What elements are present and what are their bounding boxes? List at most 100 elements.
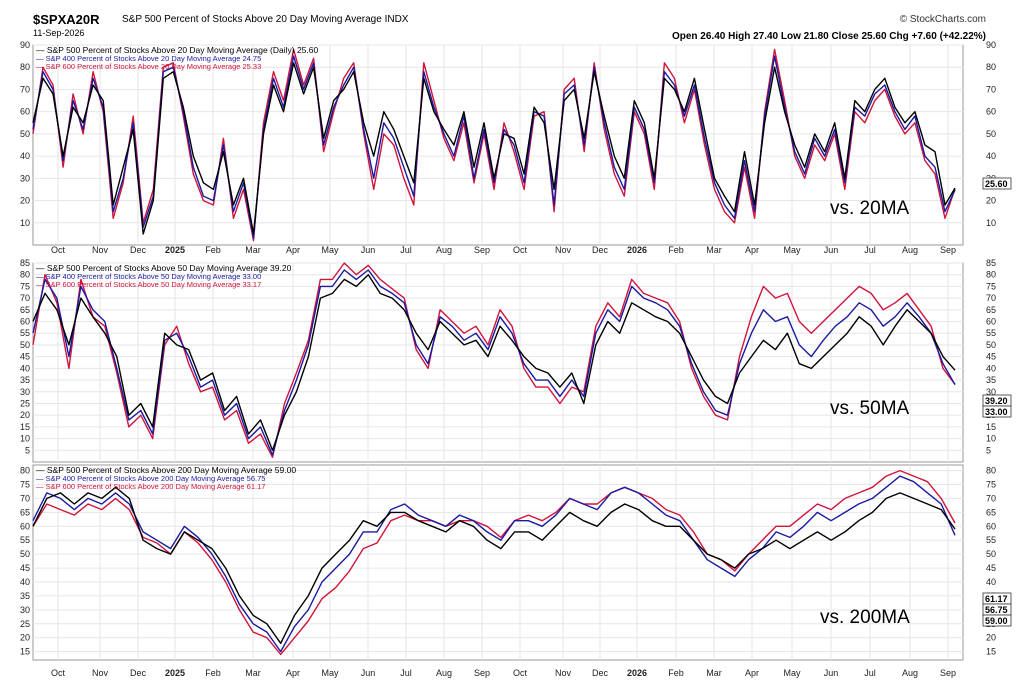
y-tick-label-right: 90 — [986, 40, 996, 50]
x-tick-label: Sep — [474, 245, 490, 255]
y-tick-label-right: 55 — [986, 535, 996, 545]
last-value-box — [982, 405, 1012, 418]
y-tick-label-left: 70 — [20, 293, 30, 303]
x-tick-label: Dec — [130, 668, 147, 678]
x-tick-label: Nov — [555, 668, 572, 678]
y-tick-label-right: 70 — [986, 493, 996, 503]
y-tick-label-right: 15 — [986, 647, 996, 657]
x-tick-label: Sep — [940, 668, 956, 678]
legend-entry: — S&P 400 Percent of Stocks Above 20 Day… — [36, 54, 261, 63]
y-tick-label-right: 85 — [986, 258, 996, 268]
y-tick-label-right: 15 — [986, 422, 996, 432]
y-tick-label-right: 40 — [986, 151, 996, 161]
x-tick-label: Mar — [706, 245, 722, 255]
last-value-box — [982, 177, 1012, 190]
y-tick-label-left: 25 — [20, 398, 30, 408]
y-tick-label-right: 65 — [986, 507, 996, 517]
y-tick-label-left: 25 — [20, 619, 30, 629]
panel-frame — [32, 44, 964, 246]
x-tick-label: 2026 — [627, 245, 647, 255]
y-tick-label-left: 20 — [20, 410, 30, 420]
y-tick-label-left: 80 — [20, 466, 30, 476]
y-tick-label-left: 20 — [20, 196, 30, 206]
series-line-0 — [32, 486, 956, 644]
y-tick-label-left: 30 — [20, 173, 30, 183]
y-tick-label-left: 40 — [20, 577, 30, 587]
x-tick-label: Nov — [92, 245, 109, 255]
y-tick-label-left: 15 — [20, 422, 30, 432]
y-tick-label-left: 60 — [20, 107, 30, 117]
ohlc-readout: Open 26.40 High 27.40 Low 21.80 Close 25… — [671, 31, 986, 42]
y-tick-label-left: 10 — [20, 218, 30, 228]
y-tick-label-left: 10 — [20, 434, 30, 444]
x-tick-label: May — [321, 245, 339, 255]
y-tick-label-left: 50 — [20, 549, 30, 559]
y-tick-label-left: 65 — [20, 305, 30, 315]
series-line-1 — [32, 475, 956, 653]
symbol-label: $SPXA20R — [33, 12, 100, 27]
x-tick-label: 2026 — [627, 668, 647, 678]
last-value-label: 61.17 — [985, 594, 1008, 604]
last-value-label: 56.75 — [985, 605, 1008, 615]
series-line-0 — [32, 62, 956, 235]
y-tick-label-right: 75 — [986, 480, 996, 490]
y-tick-label-right: 20 — [986, 633, 996, 643]
y-tick-label-left: 55 — [20, 535, 30, 545]
x-tick-label: Jun — [824, 245, 839, 255]
chart-header: $SPXA20R S&P 500 Percent of Stocks Above… — [0, 0, 1024, 44]
x-tick-label: Aug — [436, 668, 452, 678]
y-tick-label-right: 45 — [986, 563, 996, 573]
y-tick-label-left: 75 — [20, 281, 30, 291]
y-tick-label-right: 50 — [986, 549, 996, 559]
y-tick-label-left: 40 — [20, 363, 30, 373]
y-tick-label-right: 5 — [986, 445, 991, 455]
x-tick-label: Jul — [864, 668, 876, 678]
series-line-0 — [32, 274, 956, 451]
x-tick-label: Oct — [51, 668, 66, 678]
y-tick-label-right: 60 — [986, 521, 996, 531]
y-tick-label-left: 60 — [20, 521, 30, 531]
symbol-description: S&P 500 Percent of Stocks Above 20 Day M… — [122, 14, 409, 25]
x-tick-label: Aug — [436, 245, 452, 255]
y-tick-label-right: 70 — [986, 84, 996, 94]
series-line-1 — [32, 269, 956, 456]
y-tick-label-right: 70 — [986, 293, 996, 303]
y-tick-label-right: 20 — [986, 196, 996, 206]
legend-entry: — S&P 500 Percent of Stocks Above 20 Day… — [36, 45, 319, 55]
y-tick-label-left: 35 — [20, 375, 30, 385]
last-value-label: 59.00 — [985, 616, 1008, 626]
y-tick-label-left: 30 — [20, 387, 30, 397]
panel-frame — [32, 464, 964, 661]
panel-annotation: vs. 20MA — [830, 198, 910, 219]
last-value-label: 33.00 — [985, 407, 1008, 417]
x-tick-label: Jul — [400, 668, 412, 678]
y-tick-label-right: 50 — [986, 340, 996, 350]
y-tick-label-left: 15 — [20, 647, 30, 657]
y-tick-label-right: 55 — [986, 328, 996, 338]
x-tick-label: Jul — [400, 245, 412, 255]
legend-entry: — S&P 500 Percent of Stocks Above 200 Da… — [36, 465, 296, 475]
y-tick-label-left: 45 — [20, 563, 30, 573]
y-tick-label-right: 80 — [986, 466, 996, 476]
y-tick-label-right: 60 — [986, 317, 996, 327]
x-tick-label: Apr — [286, 668, 300, 678]
x-tick-label: Feb — [668, 245, 684, 255]
x-tick-label: Apr — [745, 668, 759, 678]
x-tick-label: Feb — [668, 668, 684, 678]
last-value-label: 25.60 — [985, 179, 1008, 189]
y-tick-label-left: 55 — [20, 328, 30, 338]
panel-annotation: vs. 200MA — [820, 607, 910, 628]
x-tick-label: Dec — [592, 245, 609, 255]
y-tick-label-left: 5 — [25, 445, 30, 455]
legend-entry: — S&P 500 Percent of Stocks Above 50 Day… — [36, 263, 292, 273]
y-tick-label-left: 50 — [20, 340, 30, 350]
series-line-2 — [32, 262, 956, 458]
y-tick-label-left: 90 — [20, 40, 30, 50]
x-tick-label: Aug — [902, 245, 918, 255]
series-line-1 — [32, 55, 956, 239]
y-tick-label-left: 20 — [20, 633, 30, 643]
legend-entry: — S&P 600 Percent of Stocks Above 200 Da… — [36, 482, 265, 491]
legend-entry: — S&P 600 Percent of Stocks Above 20 Day… — [36, 62, 261, 71]
y-tick-label-left: 70 — [20, 84, 30, 94]
